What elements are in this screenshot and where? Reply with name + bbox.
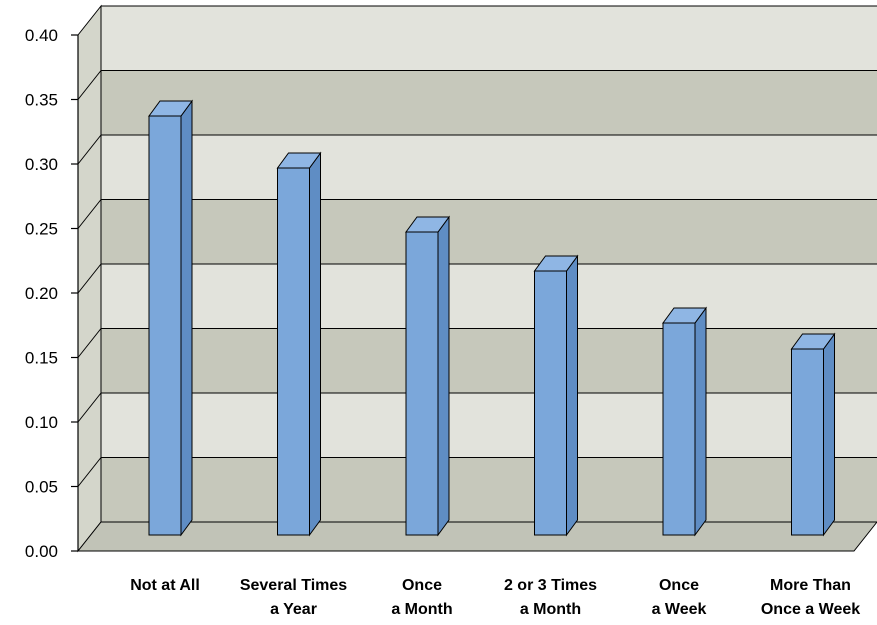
side-gridline [77, 134, 102, 165]
y-tick-label: 0.20 [25, 284, 58, 303]
side-gridline [77, 328, 102, 358]
bar [662, 306, 707, 537]
bar-side-face [823, 332, 835, 537]
y-axis: 0.00 0.05 0.10 0.15 0.20 0.25 0.30 0.35 0.40 [25, 26, 79, 561]
x-category-label-line: Once [659, 577, 699, 594]
back-wall-band [101, 457, 877, 522]
bar-side-face [566, 254, 578, 537]
x-category-label: 2 or 3 Times a Month [504, 577, 597, 618]
bar [276, 151, 322, 537]
bar-front-face [405, 231, 439, 536]
x-category-label-line: More Than [770, 577, 851, 594]
bar-front-face [148, 115, 182, 536]
x-category-label-line: a Year [270, 601, 317, 618]
bar [405, 215, 450, 537]
plot-background-bands [101, 5, 877, 523]
x-category-label: Not at All [130, 577, 200, 594]
back-wall-band [101, 264, 877, 329]
side-gridline [77, 70, 102, 100]
back-wall-band [101, 328, 877, 393]
y-tick-label: 0.35 [25, 91, 58, 110]
side-gridline [77, 457, 102, 487]
y-tick-label: 0.30 [25, 155, 58, 174]
x-category-label-line: a Month [520, 601, 581, 618]
back-wall-band [101, 199, 877, 264]
bar-side-face [437, 215, 450, 537]
side-gridline [77, 263, 102, 294]
bar-side-face [309, 151, 321, 537]
bar-front-face [534, 270, 567, 536]
plot-floor-plane [76, 521, 877, 552]
x-category-label-line: 2 or 3 Times [504, 577, 597, 594]
x-category-label-line: a Week [652, 601, 707, 618]
back-wall-band [101, 135, 877, 200]
side-gridline [77, 392, 102, 423]
x-axis-labels: Not at All Several Times a Year Once a Month… [130, 577, 860, 618]
x-category-label-line: Once a Week [761, 601, 860, 618]
back-wall-band [101, 70, 877, 135]
bar-front-face [277, 167, 310, 536]
bar [790, 332, 836, 537]
bar-front-face [662, 322, 696, 536]
x-category-label-line: Once [402, 577, 442, 594]
side-gridline [77, 199, 102, 229]
plot-side-wall [77, 4, 102, 553]
y-tick-label: 0.05 [25, 478, 58, 497]
y-tick-label: 0.10 [25, 413, 58, 432]
y-tick-label: 0.00 [25, 542, 58, 561]
y-tick-label: 0.15 [25, 349, 58, 368]
bar [148, 99, 193, 537]
x-category-label: Once a Month [391, 577, 452, 618]
bar-front-face [791, 348, 824, 536]
bar-side-face [180, 99, 193, 537]
x-category-label-line: Not at All [130, 577, 200, 594]
x-category-label-line: a Month [391, 601, 452, 618]
x-category-label: Several Times a Year [240, 577, 347, 618]
bars-group [148, 99, 836, 537]
back-wall-band [101, 6, 877, 71]
x-category-label: Once a Week [652, 577, 707, 618]
plot-floor [76, 521, 877, 552]
bar [533, 254, 579, 537]
y-tick-label: 0.40 [25, 26, 58, 45]
back-wall-band [101, 393, 877, 458]
x-category-label-line: Several Times [240, 577, 347, 594]
x-category-label: More Than Once a Week [761, 577, 860, 618]
bar-side-face [694, 306, 707, 537]
y-tick-label: 0.25 [25, 220, 58, 239]
